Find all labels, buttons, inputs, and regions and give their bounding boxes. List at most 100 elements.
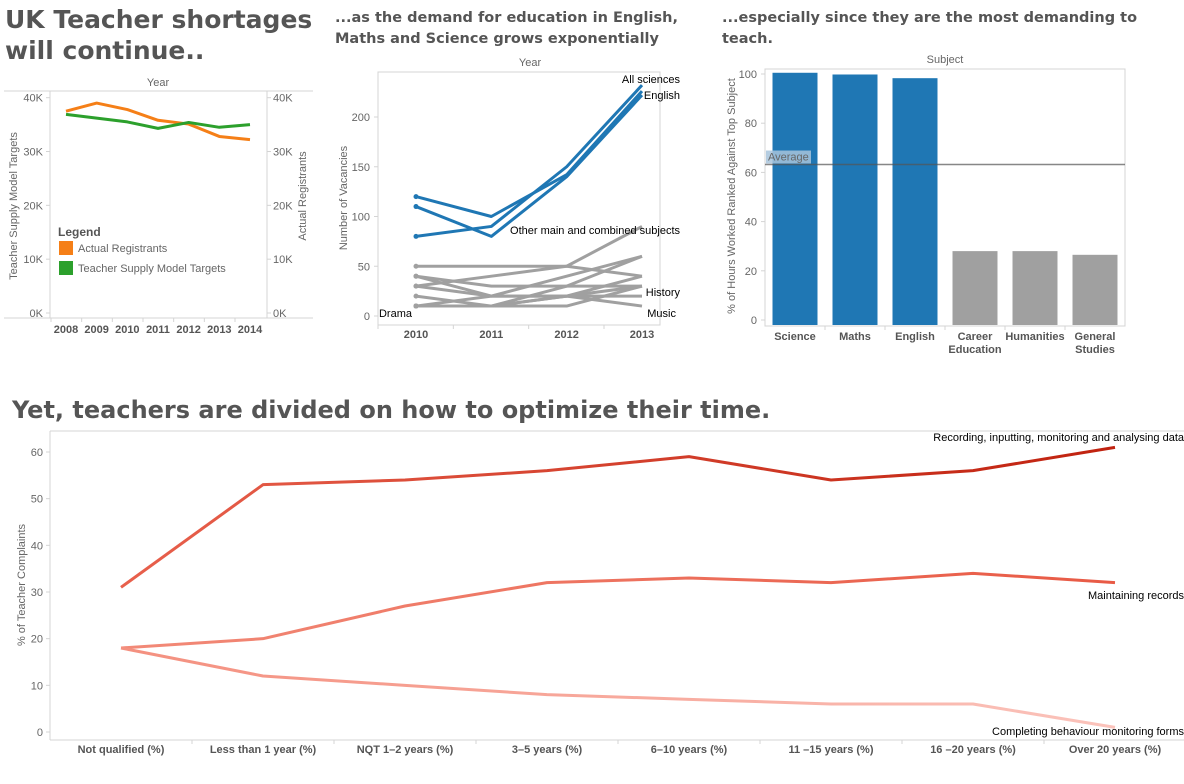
x-tick-label: General bbox=[1075, 331, 1116, 343]
x-tick-label: Science bbox=[774, 331, 816, 343]
x-tick-label: Maths bbox=[839, 331, 871, 343]
x-tick-label-line2: Studies bbox=[1075, 344, 1115, 356]
y-tick-label: 20 bbox=[745, 266, 757, 278]
x-axis-header: Subject bbox=[927, 54, 964, 66]
x-tick-label: 2013 bbox=[630, 329, 654, 341]
end-label-maintaining-records: Maintaining records bbox=[1088, 590, 1184, 602]
end-label-recording-inputting-monitoring-and-analysing-data: Recording, inputting, monitoring and ana… bbox=[933, 432, 1184, 444]
series-start-dot bbox=[413, 283, 419, 289]
y-tick-label-left: 10K bbox=[23, 254, 43, 266]
y-axis-label-left: Teacher Supply Model Targets bbox=[8, 132, 20, 280]
series-start-dot bbox=[413, 273, 419, 279]
end-label-all-sciences: All sciences bbox=[622, 74, 681, 86]
y-tick-label-left: 0K bbox=[30, 308, 44, 320]
y-tick-label-left: 40K bbox=[23, 93, 43, 105]
chart1-title: UK Teacher shortages will continue.. bbox=[5, 5, 313, 65]
chart-registrants-vs-targets: Year 0K 0K 10K 10K 20K 20K 30K 30K 40K 40K Teacher … bbox=[4, 77, 313, 336]
bar-science bbox=[772, 72, 818, 326]
series-line-maths bbox=[415, 90, 644, 218]
legend-label: Teacher Supply Model Targets bbox=[78, 263, 226, 275]
x-tick-label: 6–10 years (%) bbox=[651, 744, 728, 756]
series-start-dot bbox=[413, 194, 419, 200]
x-tick-label: Career bbox=[958, 331, 994, 343]
y-tick-label: 0 bbox=[751, 315, 757, 327]
plot-border bbox=[764, 68, 1126, 327]
x-tick-label: 2013 bbox=[207, 324, 231, 336]
x-tick-label: 2011 bbox=[146, 324, 170, 336]
series-start-dot bbox=[413, 233, 419, 239]
y-tick-label: 200 bbox=[352, 112, 370, 124]
end-label-english: English bbox=[644, 90, 680, 102]
y-tick-label-right: 40K bbox=[273, 93, 293, 105]
x-axis-header: Year bbox=[147, 77, 170, 89]
y-axis-label: Number of Vacancies bbox=[338, 145, 350, 250]
series-line-all-sciences bbox=[415, 84, 644, 238]
x-tick-label: Not qualified (%) bbox=[78, 744, 165, 756]
y-tick-label-right: 30K bbox=[273, 147, 293, 159]
y-tick-label: 50 bbox=[31, 494, 43, 506]
legend-title: Legend bbox=[58, 225, 101, 239]
end-label-completing-behaviour-monitoring-forms: Completing behaviour monitoring forms bbox=[992, 726, 1184, 738]
series-line-maintaining-records bbox=[120, 571, 1116, 650]
legend-label: Actual Registrants bbox=[78, 243, 168, 255]
series-start-dot bbox=[413, 204, 419, 210]
y-tick-label: 10 bbox=[31, 680, 43, 692]
x-tick-label: 2014 bbox=[238, 324, 263, 336]
series-line-actual-registrants bbox=[65, 101, 251, 142]
y-tick-label: 40 bbox=[31, 540, 43, 552]
series-line-recording-inputting-monitoring-and-analysing-data bbox=[120, 445, 1116, 589]
x-tick-label: Humanities bbox=[1005, 331, 1064, 343]
y-tick-label: 0 bbox=[37, 727, 43, 739]
series-start-dot bbox=[413, 303, 419, 309]
x-tick-label: 2009 bbox=[84, 324, 108, 336]
y-tick-label-left: 30K bbox=[23, 147, 43, 159]
series-line-teacher-supply-model-targets bbox=[65, 112, 251, 130]
x-tick-label: 2010 bbox=[115, 324, 139, 336]
chart4-title: Yet, teachers are divided on how to opti… bbox=[12, 396, 771, 424]
legend-swatch-actual-registrants bbox=[59, 241, 73, 255]
chart-teacher-complaints: 0 10 20 30 40 50 60 % of Teacher Complaints Not … bbox=[16, 430, 1184, 756]
series-line-english bbox=[415, 94, 644, 238]
series-line-design-and-technology bbox=[415, 274, 643, 298]
y-tick-label: 60 bbox=[31, 447, 43, 459]
bar-career-education bbox=[952, 251, 998, 325]
x-tick-label: 16 –20 years (%) bbox=[930, 744, 1016, 756]
x-tick-label: 3–5 years (%) bbox=[512, 744, 583, 756]
x-tick-label: 2011 bbox=[479, 329, 503, 341]
y-tick-label-right: 20K bbox=[273, 200, 293, 212]
x-tick-label: Over 20 years (%) bbox=[1069, 744, 1162, 756]
y-tick-label-left: 20K bbox=[23, 200, 43, 212]
y-tick-label: 0 bbox=[364, 311, 370, 323]
y-tick-label: 20 bbox=[31, 634, 43, 646]
end-label-other-main-and-combined-subjects: Other main and combined subjects bbox=[510, 225, 680, 237]
bar-maths bbox=[832, 74, 878, 325]
reference-label-bg bbox=[766, 150, 811, 164]
x-axis-header: Year bbox=[519, 57, 542, 69]
x-tick-label-line2: Education bbox=[948, 344, 1001, 356]
end-label-history: History bbox=[646, 287, 681, 299]
x-tick-label: 2008 bbox=[54, 324, 78, 336]
start-label-drama: Drama bbox=[379, 308, 413, 320]
y-axis-label: % of Hours Worked Ranked Against Top Sub… bbox=[726, 78, 738, 314]
chart-vacancies: Year 0 50 100 150 200 Number of Vacancies 2010 2… bbox=[338, 57, 680, 341]
y-tick-label: 100 bbox=[352, 212, 370, 224]
plot-border bbox=[377, 71, 661, 326]
x-tick-label: 2012 bbox=[176, 324, 200, 336]
x-tick-label: Less than 1 year (%) bbox=[210, 744, 317, 756]
series-line-modern-languages bbox=[415, 254, 643, 308]
series-start-dot bbox=[413, 263, 419, 269]
series-line-physical-education bbox=[416, 294, 642, 308]
y-tick-label-right: 10K bbox=[273, 254, 293, 266]
bar-humanities bbox=[1012, 251, 1058, 325]
reference-line-label: Average bbox=[768, 152, 809, 164]
y-tick-label: 150 bbox=[352, 162, 370, 174]
chart-hours-by-subject: Subject 0 20 40 60 80 100% of Hours Worked Ran… bbox=[726, 54, 1126, 356]
chart3-title: ...especially since they are the most de… bbox=[722, 10, 1138, 47]
x-tick-label: 11 –15 years (%) bbox=[788, 744, 873, 756]
y-tick-label: 30 bbox=[31, 587, 43, 599]
x-tick-label: English bbox=[895, 331, 935, 343]
x-tick-label: NQT 1–2 years (%) bbox=[357, 744, 454, 756]
bar-english bbox=[892, 78, 938, 325]
end-label-music: Music bbox=[647, 308, 676, 320]
x-tick-label: 2012 bbox=[554, 329, 578, 341]
